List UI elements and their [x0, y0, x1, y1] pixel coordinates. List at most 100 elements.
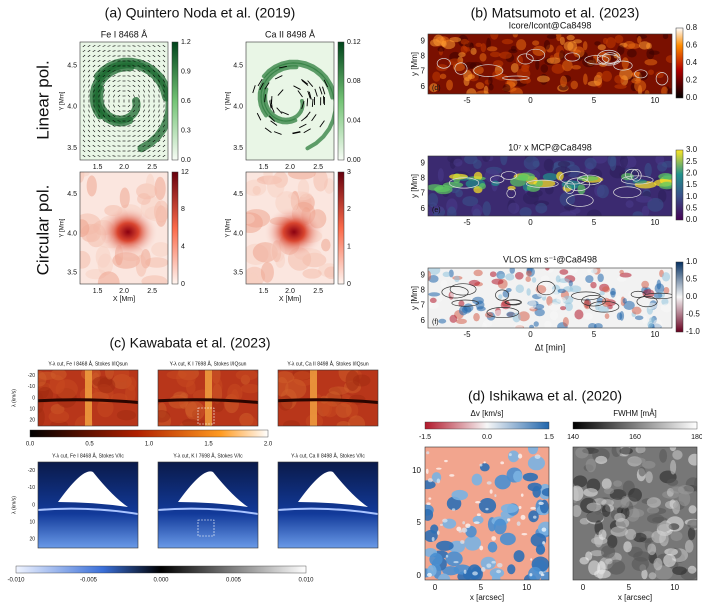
plot-title: Y-λ cut, Ca II 8498 Å, Stokes V/Ic: [291, 452, 365, 459]
texture: [278, 395, 292, 410]
texture: [505, 273, 514, 280]
texture: [422, 509, 433, 521]
texture: [636, 196, 652, 203]
texture: [117, 410, 136, 420]
texture: [72, 169, 90, 177]
texture: [452, 508, 456, 511]
x-tick-label: 5: [592, 330, 597, 339]
texture: [442, 519, 447, 523]
colorbar-tick: 0.04: [347, 118, 361, 125]
texture: [615, 35, 624, 44]
colorbar-tick: 0.5: [85, 442, 94, 448]
colorbar: [676, 262, 683, 332]
colorbar-tick: 180: [691, 434, 702, 441]
colorbar: [338, 172, 344, 284]
texture: [583, 488, 597, 497]
texture: [483, 461, 485, 463]
texture: [488, 76, 492, 85]
texture: [595, 303, 599, 311]
y-tick-label: 9: [421, 270, 426, 279]
y-tick-label: -10: [28, 485, 35, 491]
texture: [518, 454, 522, 459]
texture: [324, 267, 338, 280]
colorbar-tick: 0.0: [181, 157, 191, 164]
x-tick-label: 0: [433, 583, 438, 592]
column-title: Ca II 8498 Å: [265, 29, 315, 39]
texture: [541, 64, 549, 73]
y-tick-label: 0: [32, 502, 35, 508]
y-tick-label: 7: [421, 300, 426, 309]
texture: [571, 65, 581, 69]
x-tick-label: -5: [463, 218, 471, 227]
texture: [511, 63, 519, 73]
panel-title: (b) Matsumoto et al. (2023): [471, 5, 640, 21]
plot-title: Y-λ cut, K I 7698 Å, Stokes I/IQsun: [170, 360, 247, 367]
texture: [530, 558, 532, 560]
texture: [513, 471, 522, 482]
y-axis-label: Y [Mm]: [226, 91, 232, 110]
x-tick-label: 5: [627, 583, 632, 592]
texture: [426, 451, 429, 454]
texture: [563, 317, 569, 327]
plot-title: Y-λ cut, Ca II 8498 Å, Stokes I/IQsun: [287, 360, 368, 367]
texture: [484, 86, 489, 95]
x-tick-label: 2.5: [313, 164, 323, 171]
x-tick-label: 2.0: [285, 164, 295, 171]
texture: [447, 207, 456, 220]
texture: [597, 273, 603, 282]
texture: [558, 278, 569, 283]
texture: [488, 542, 498, 553]
texture: [649, 572, 657, 579]
texture: [601, 545, 615, 558]
texture: [283, 420, 300, 430]
texture: [621, 496, 630, 508]
texture: [458, 530, 462, 532]
colorbar-tick: 3.0: [686, 145, 698, 154]
figure: (a) Quintero Noda et al. (2019)Linear po…: [0, 0, 702, 605]
x-tick-label: 1.5: [259, 164, 269, 171]
texture: [562, 60, 573, 71]
texture: [560, 37, 565, 45]
texture: [455, 189, 463, 197]
y-axis-label: y [Mm]: [410, 52, 419, 76]
y-axis-label: Y [Mm]: [226, 218, 232, 237]
colorbar-tick: 0.6: [181, 98, 191, 105]
colorbar-tick: 2.5: [686, 157, 698, 166]
texture: [570, 485, 583, 500]
texture: [486, 564, 491, 568]
texture: [575, 447, 588, 458]
texture: [479, 546, 483, 551]
texture: [507, 564, 515, 574]
texture: [661, 303, 673, 312]
texture: [667, 479, 678, 486]
texture: [428, 478, 433, 482]
texture: [583, 41, 588, 50]
texture: [616, 296, 621, 305]
x-tick-label: 10: [650, 96, 659, 105]
x-tick-label: 1.5: [93, 164, 103, 171]
texture: [535, 454, 541, 459]
texture: [473, 159, 482, 169]
texture: [120, 188, 130, 209]
y-tick-label: -20: [28, 373, 35, 379]
texture: [479, 53, 486, 62]
colorbar: [338, 42, 344, 160]
texture: [542, 527, 547, 531]
texture: [524, 156, 540, 170]
y-tick-label: 0: [417, 571, 422, 580]
texture: [549, 302, 560, 310]
colorbar-tick: 0.8: [686, 23, 698, 32]
texture: [605, 558, 612, 564]
texture: [474, 521, 480, 524]
texture: [494, 494, 496, 497]
texture: [438, 319, 446, 324]
x-tick-label: 10: [650, 218, 659, 227]
colorbar-tick: 0.0: [482, 434, 492, 441]
texture: [450, 315, 458, 323]
texture: [491, 536, 496, 541]
texture: [602, 504, 610, 517]
texture: [529, 573, 532, 576]
image: [246, 42, 336, 160]
colorbar-tick: 1.0: [686, 257, 698, 266]
y-tick-label: 10: [29, 520, 35, 526]
